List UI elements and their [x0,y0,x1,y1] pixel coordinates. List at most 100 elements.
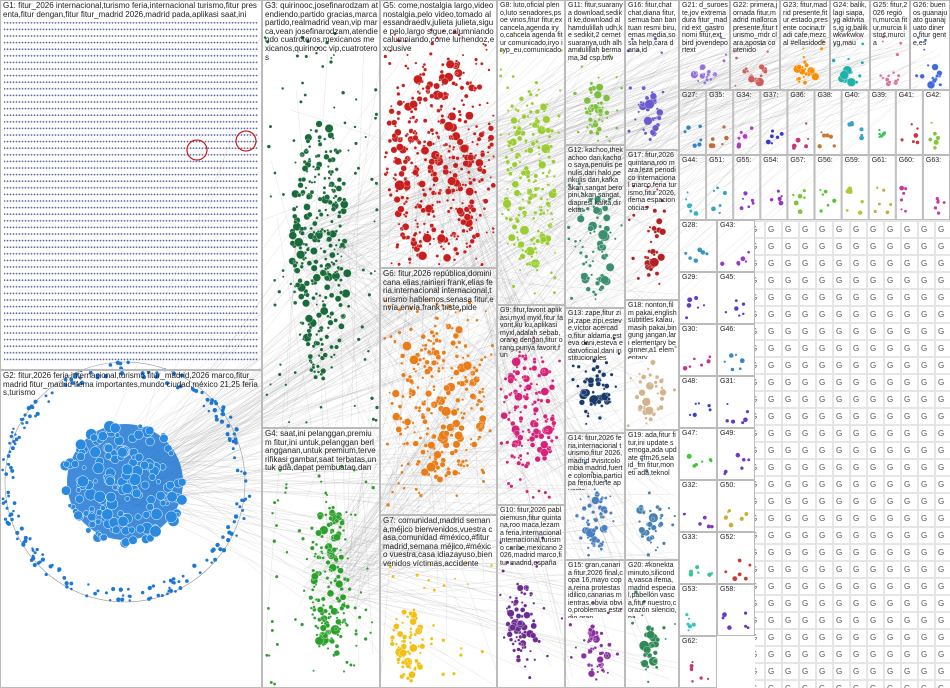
edge [334,39,733,589]
node [352,468,356,472]
node [662,541,666,545]
node [662,209,666,213]
node [140,371,145,376]
node [265,393,269,397]
node [218,547,223,552]
node [394,157,402,166]
node [114,432,121,438]
node [317,474,321,478]
edge [343,233,674,254]
group-frame [717,428,755,480]
node [479,414,487,423]
node [320,631,325,636]
node [727,625,732,630]
group-label: G8: luto,oficial pleno,luto senadores,ps… [500,2,563,54]
node [419,493,423,498]
node [647,680,650,683]
node [595,83,604,92]
node [525,392,529,397]
node [607,397,611,401]
node [22,540,26,544]
node [291,206,297,212]
node [482,207,487,211]
node [446,467,451,471]
node [292,263,298,268]
node [333,578,337,583]
node [335,616,339,620]
node [430,209,435,214]
edge [113,477,577,522]
node [398,416,403,421]
node [392,412,401,421]
node [323,295,328,300]
node [442,29,445,33]
node [707,403,711,408]
node [112,484,118,491]
node [354,141,358,145]
node [599,512,602,515]
node [927,80,936,89]
node [415,573,419,577]
node [576,384,580,388]
node [741,421,745,425]
node [509,484,514,488]
node [475,402,480,407]
node [510,453,515,459]
node [411,115,416,120]
node [504,155,509,160]
edge [262,153,440,221]
node [508,595,512,599]
node [396,99,404,107]
edge [329,22,752,563]
node [310,279,314,283]
node [392,628,396,632]
node [134,452,144,462]
node [599,631,604,635]
node [580,192,583,195]
node [521,633,527,639]
node [659,396,665,402]
node [832,198,837,203]
node [450,376,454,380]
node [518,630,522,634]
node [724,570,728,574]
node [587,412,590,415]
node [131,488,142,499]
node [620,608,623,610]
node [734,353,738,356]
edge [306,263,529,480]
node [474,58,478,62]
edge [329,587,464,674]
node [67,503,73,508]
node [574,239,577,243]
node [641,85,646,91]
node [329,580,333,585]
node [61,485,72,496]
node [317,46,320,49]
node [455,189,458,192]
edge [345,412,675,569]
node [770,142,774,145]
node [590,471,593,474]
node [328,516,334,521]
node [662,626,666,630]
node [605,135,608,138]
node [413,164,418,169]
node [329,531,333,535]
node [466,464,469,467]
node [341,181,347,186]
node [333,318,338,323]
node [542,115,551,124]
node [656,115,662,121]
node [117,515,129,527]
node [518,642,522,646]
node [430,411,433,415]
edge [296,269,552,666]
node [309,606,313,610]
node [747,75,756,83]
node [591,367,597,372]
edge [359,146,613,563]
node [2,458,5,461]
group-label: G56: [817,157,833,164]
node [317,196,323,202]
